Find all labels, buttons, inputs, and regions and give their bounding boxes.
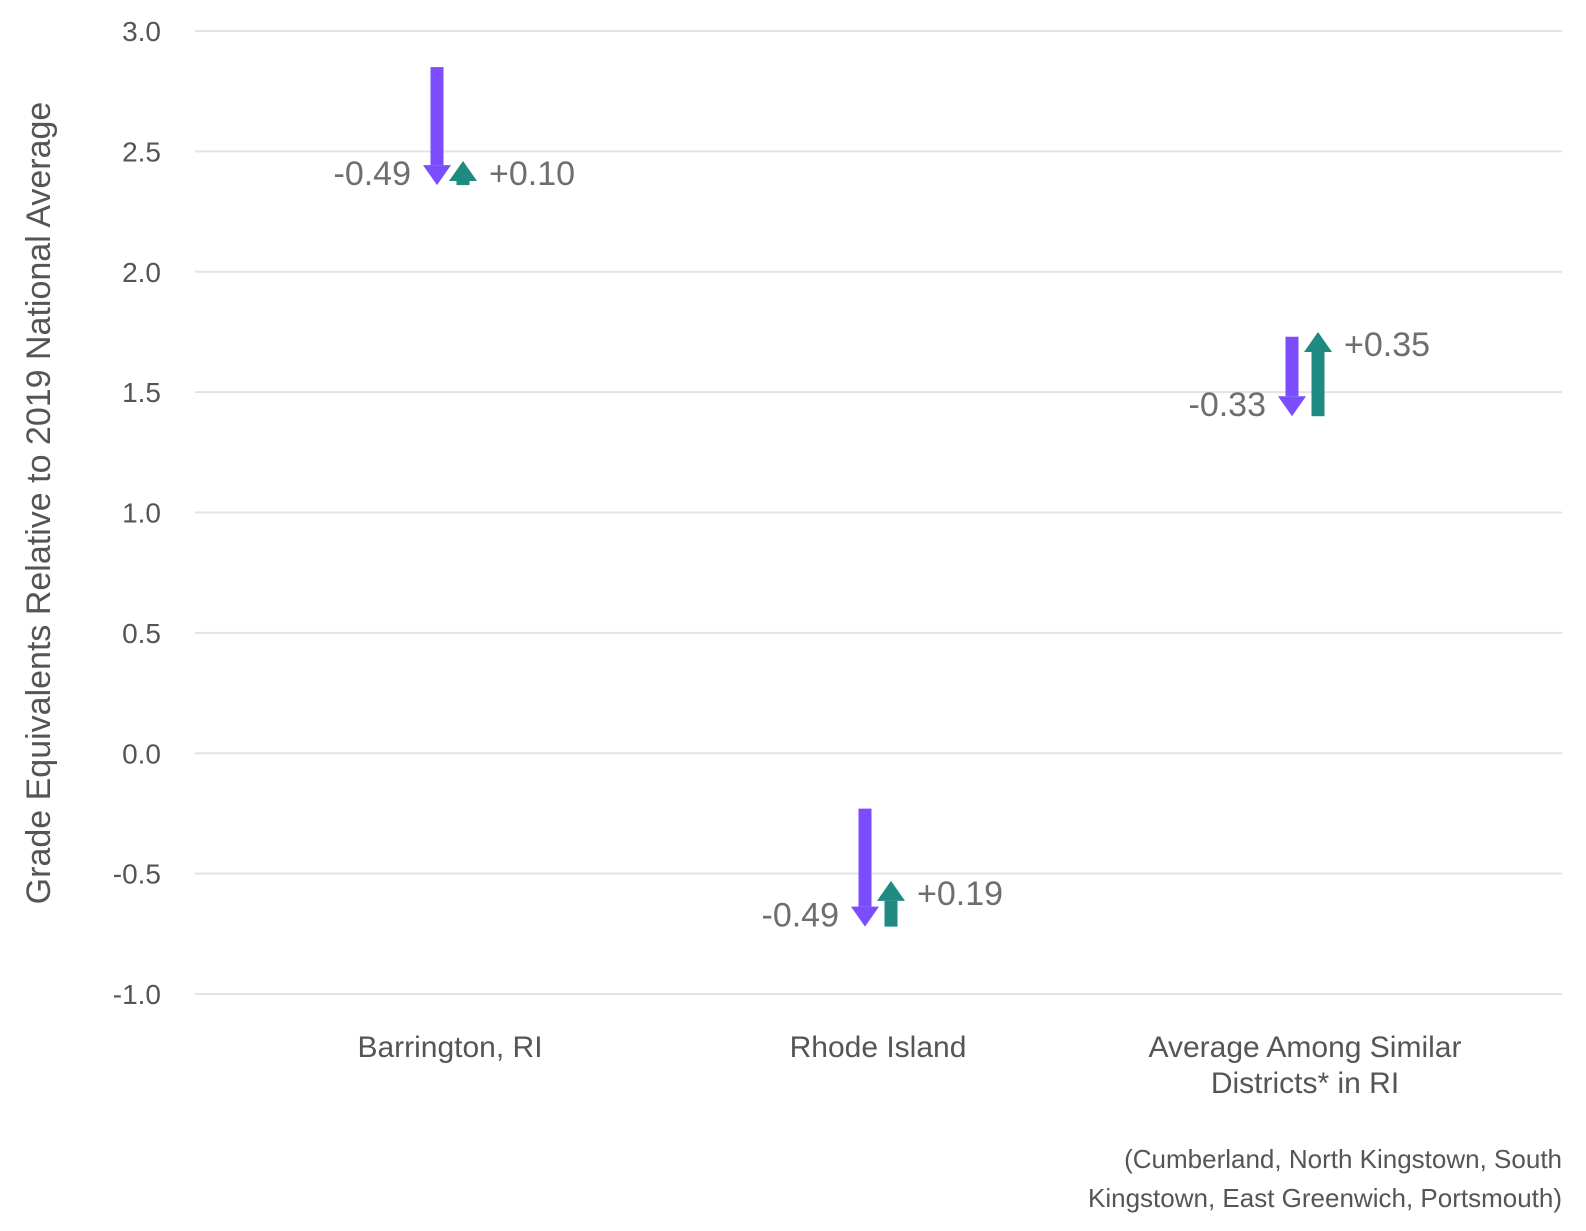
y-tick-label: 3.0	[122, 16, 161, 47]
footnote: (Cumberland, North Kingstown, South Kings…	[1088, 1144, 1562, 1213]
recovery-arrow-head	[449, 161, 477, 182]
category-label: Rhode Island	[790, 1031, 967, 1064]
y-tick-label: 0.0	[122, 738, 161, 769]
decline-arrow-head	[1278, 396, 1306, 417]
decline-arrow-shaft	[430, 67, 444, 166]
recovery-value-label: +0.10	[489, 155, 575, 193]
recovery-arrow-shaft	[456, 181, 470, 186]
footnote-line: (Cumberland, North Kingstown, South	[1124, 1144, 1562, 1174]
y-tick-label: 1.5	[122, 377, 161, 408]
decline-arrow-head	[423, 165, 451, 186]
footnote-line: Kingstown, East Greenwich, Portsmouth)	[1088, 1183, 1562, 1213]
recovery-value-label: +0.19	[917, 875, 1003, 913]
recovery-arrow-shaft	[884, 900, 898, 927]
decline-value-label: -0.49	[762, 897, 840, 935]
recovery-value-label: +0.35	[1344, 326, 1430, 364]
category-group: -0.33 +0.35	[1189, 326, 1431, 424]
recovery-arrow-head	[877, 880, 905, 901]
decline-arrow-shaft	[1285, 336, 1299, 397]
recovery-arrow-shaft	[1311, 351, 1325, 417]
decline-value-label: -0.49	[334, 155, 412, 193]
decline-value-label: -0.33	[1189, 386, 1267, 424]
recovery-arrow-head	[1304, 331, 1332, 352]
y-tick-label: -0.5	[113, 859, 161, 890]
decline-arrow-shaft	[858, 808, 872, 907]
y-tick-label: 0.5	[122, 618, 161, 649]
category-group: -0.49 +0.10	[334, 67, 575, 193]
y-tick-label: 2.0	[122, 257, 161, 288]
category-group: -0.49 +0.19	[762, 808, 1003, 935]
decline-arrow-head	[851, 906, 879, 927]
gridlines	[195, 30, 1562, 995]
y-tick-labels: 3.0 2.5 2.0 1.5 1.0 0.5 0.0 -0.5 -1.0	[113, 16, 161, 1010]
category-labels: Barrington, RI Rhode Island Average Among …	[357, 1031, 1461, 1100]
y-tick-label: -1.0	[113, 979, 161, 1010]
y-axis-label: Grade Equivalents Relative to 2019 Natio…	[20, 102, 58, 905]
category-label: Districts* in RI	[1211, 1067, 1399, 1100]
y-tick-label: 2.5	[122, 136, 161, 167]
category-label: Barrington, RI	[357, 1031, 542, 1064]
y-tick-label: 1.0	[122, 498, 161, 529]
arrow-marks: -0.49 +0.10 -0.49 +0.19 -0.33 +0.35	[334, 67, 1431, 935]
category-label: Average Among Similar	[1149, 1031, 1462, 1064]
